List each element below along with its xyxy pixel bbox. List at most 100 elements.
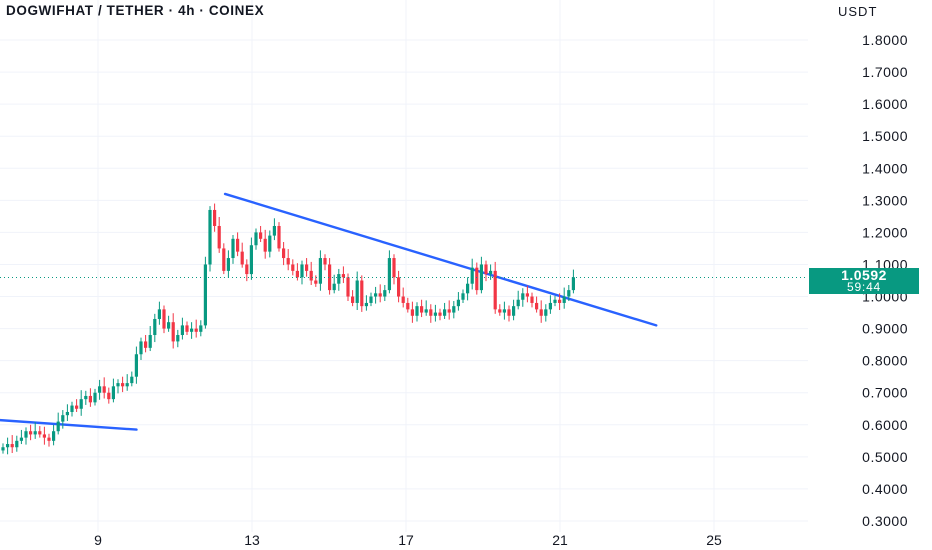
candle-body xyxy=(208,209,212,265)
candle-body xyxy=(314,280,318,284)
candle-body xyxy=(470,267,474,284)
candle-body xyxy=(443,309,447,316)
time-axis[interactable]: 9 13 17 21 25 xyxy=(94,532,722,548)
candle-body xyxy=(475,267,479,291)
candle-body xyxy=(438,312,442,316)
y-tick-label: 0.5000 xyxy=(862,449,908,465)
candle-body xyxy=(328,264,332,291)
y-tick-label: 1.7000 xyxy=(862,64,908,80)
candle-body xyxy=(337,274,341,284)
candle-body xyxy=(144,341,148,348)
candle-body xyxy=(116,383,120,387)
last-price-value: 1.0592 xyxy=(841,267,887,283)
candle-body xyxy=(355,280,359,303)
candle-body xyxy=(148,335,152,348)
candle-body xyxy=(286,258,290,265)
candle-body xyxy=(406,302,410,310)
x-tick-label: 17 xyxy=(398,532,414,548)
grid xyxy=(0,0,808,532)
candle-body xyxy=(162,309,166,329)
candle-body xyxy=(535,302,539,310)
candle-body xyxy=(268,235,272,252)
candle-body xyxy=(479,264,483,291)
candle-body xyxy=(213,209,217,226)
candle-body xyxy=(558,299,562,303)
candle-body xyxy=(323,258,327,265)
candle-body xyxy=(226,258,230,271)
candle-body xyxy=(456,299,460,307)
y-tick-label: 0.6000 xyxy=(862,417,908,433)
candle-body xyxy=(410,309,414,316)
candle-body xyxy=(249,245,253,275)
price-axis[interactable]: 1.8000 1.7000 1.6000 1.5000 1.4000 1.3000 1.20… xyxy=(862,32,908,529)
candle-body xyxy=(539,309,543,316)
candle-body xyxy=(88,395,92,403)
candle-body xyxy=(263,238,267,252)
candle-body xyxy=(277,225,281,249)
candle-body xyxy=(567,290,571,297)
candle-body xyxy=(84,395,88,400)
candle-body xyxy=(291,264,295,271)
candle-body xyxy=(351,296,355,303)
y-tick-label: 1.8000 xyxy=(862,32,908,48)
candle-body xyxy=(484,264,488,275)
candle-body xyxy=(65,411,69,416)
candle-body xyxy=(1,447,5,451)
candle-body xyxy=(452,306,456,313)
candle-body xyxy=(420,306,424,313)
candle-body xyxy=(282,248,286,259)
candle-body xyxy=(24,431,28,438)
candle-body xyxy=(33,431,37,435)
candle-body xyxy=(530,296,534,303)
candle-body xyxy=(15,440,19,448)
y-tick-label: 0.8000 xyxy=(862,353,908,369)
trendline[interactable] xyxy=(223,192,658,327)
x-tick-label: 21 xyxy=(552,532,568,548)
candle-body xyxy=(6,444,10,448)
candle-body xyxy=(70,405,74,412)
candle-body xyxy=(176,335,180,342)
candle-body xyxy=(415,306,419,316)
y-tick-label: 0.4000 xyxy=(862,481,908,497)
bar-countdown: 59:44 xyxy=(846,280,882,294)
candle-body xyxy=(309,270,313,281)
candle-body xyxy=(502,309,506,313)
candle-body xyxy=(512,306,516,316)
candle-body xyxy=(525,293,529,297)
candle-body xyxy=(300,264,304,278)
candle-body xyxy=(61,415,65,422)
candle-body xyxy=(180,325,184,336)
candle-body xyxy=(102,386,106,393)
trendline[interactable] xyxy=(0,418,138,431)
candle-body xyxy=(571,277,575,291)
candle-body xyxy=(111,386,115,400)
candle-body xyxy=(369,296,373,303)
candle-body xyxy=(130,376,134,384)
candle-body xyxy=(424,309,428,313)
candle-body xyxy=(134,354,138,377)
candle-body xyxy=(240,251,244,265)
y-tick-label: 1.3000 xyxy=(862,192,908,208)
candle-body xyxy=(42,434,46,438)
candle-body xyxy=(387,258,391,291)
x-tick-label: 9 xyxy=(94,532,102,548)
chart-title: DOGWIFHAT / TETHER · 4h · COINEX xyxy=(6,3,265,18)
candle-body xyxy=(295,270,299,278)
candle-body xyxy=(516,299,520,307)
candle-body xyxy=(318,258,322,284)
trendlines[interactable] xyxy=(0,192,658,431)
candle-body xyxy=(222,248,226,271)
candle-body xyxy=(466,283,470,294)
candle-body xyxy=(493,270,497,310)
candle-body xyxy=(56,421,60,432)
candle-body xyxy=(401,296,405,303)
candle-body xyxy=(259,232,263,239)
candle-body xyxy=(194,328,198,332)
candle-body xyxy=(305,264,309,271)
candle-body xyxy=(548,302,552,310)
candle-body xyxy=(378,293,382,297)
candle-body xyxy=(553,299,557,303)
currency-label[interactable]: USDT xyxy=(838,4,878,19)
candle-body xyxy=(19,437,23,441)
